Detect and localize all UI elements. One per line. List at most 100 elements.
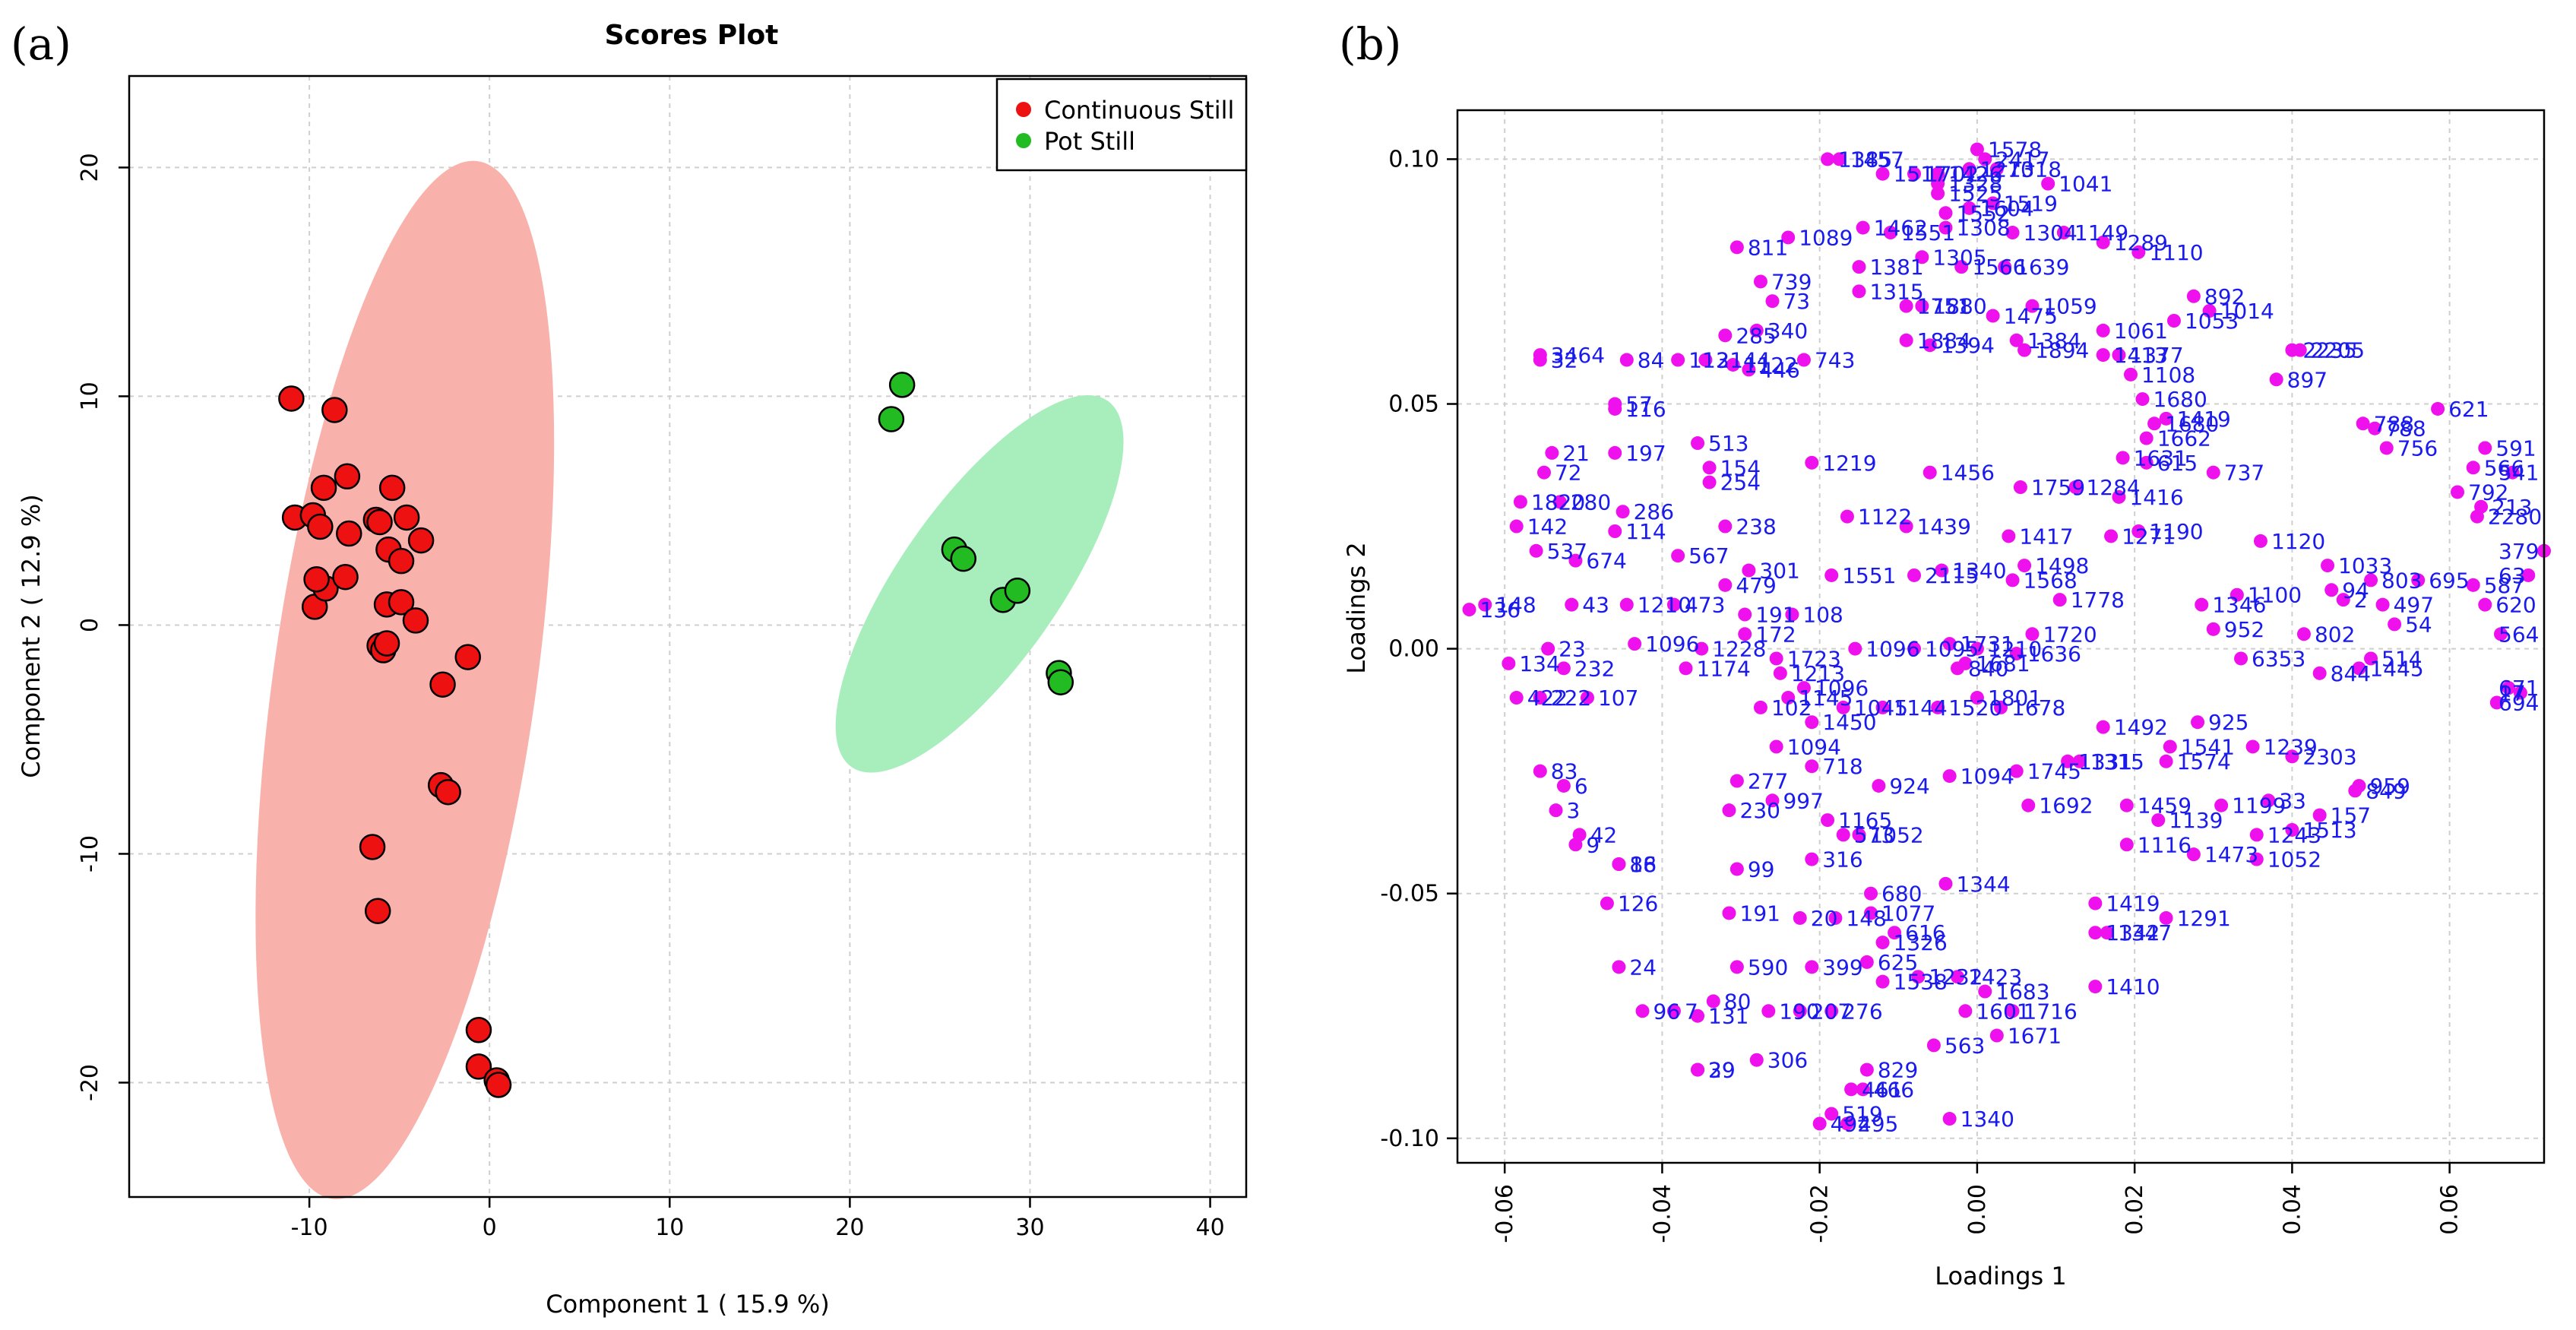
loading-point xyxy=(2513,686,2527,700)
scores-plot-y-axis: -20 -10 0 10 20 xyxy=(77,153,129,1101)
loading-point xyxy=(1907,568,1922,582)
loading-point xyxy=(1840,1116,1854,1131)
loading-label: 621 xyxy=(2448,397,2489,422)
scores-y-tick-label: 0 xyxy=(77,618,103,632)
loadings-y-tick-label: -0.10 xyxy=(1380,1126,1439,1152)
loading-point xyxy=(1600,896,1614,910)
loading-point xyxy=(2234,651,2248,666)
loading-point xyxy=(1509,519,1524,534)
continuous-still-point xyxy=(359,834,386,860)
loading-label: 788 xyxy=(2385,416,2426,442)
loadings-plot-x-label: Loadings 1 xyxy=(1935,1262,2066,1290)
loading-point xyxy=(2131,245,2146,259)
loading-label: 191 xyxy=(1755,603,1796,628)
loading-label: 1144 xyxy=(1894,695,1948,720)
loadings-x-tick-label: 0.04 xyxy=(2279,1184,2305,1235)
loading-point xyxy=(1635,1004,1650,1018)
loading-label: 340 xyxy=(1767,318,1808,344)
loadings-y-tick-label: -0.05 xyxy=(1380,881,1439,907)
scores-plot-x-axis: -10 0 10 20 30 40 xyxy=(291,1197,1225,1241)
loadings-plot-y-label: Loadings 2 xyxy=(1342,542,1371,673)
loadings-x-tick-label: 0.06 xyxy=(2437,1184,2464,1235)
loading-label: 1089 xyxy=(1799,225,1853,250)
loading-label: 1551 xyxy=(1901,220,1955,245)
loading-point xyxy=(1970,691,1984,705)
loadings-y-tick-label: 0.10 xyxy=(1388,146,1439,173)
loading-point xyxy=(1793,910,1807,925)
loading-point xyxy=(1718,578,1733,592)
loading-point xyxy=(1899,519,1913,534)
loading-label: 802 xyxy=(2315,622,2355,647)
loading-point xyxy=(1938,876,1953,891)
loading-point xyxy=(1864,886,1878,901)
loading-point xyxy=(1875,166,1890,181)
loading-label: 743 xyxy=(1815,348,1855,373)
loading-point xyxy=(1761,1004,1776,1018)
loading-label: 7 xyxy=(1685,999,1698,1024)
loading-label: 1122 xyxy=(1744,353,1798,378)
loading-point xyxy=(1729,960,1744,974)
loading-point xyxy=(2096,348,2110,363)
loading-point xyxy=(1698,353,1713,367)
loading-point xyxy=(1765,793,1780,808)
loading-label: 2205 xyxy=(2311,338,2365,363)
loading-label: 1052 xyxy=(1869,822,1923,847)
loadings-x-tick-label: 0.02 xyxy=(2122,1184,2148,1235)
loading-point xyxy=(1568,838,1583,852)
loading-point xyxy=(2119,838,2134,852)
loading-point xyxy=(1840,509,1854,524)
loading-point xyxy=(2505,465,2520,480)
loading-point xyxy=(1502,656,1516,670)
loading-point xyxy=(1616,505,1630,519)
loading-label: 1801 xyxy=(1988,686,2042,711)
continuous-still-point xyxy=(393,504,420,531)
loading-label: 116 xyxy=(1625,397,1666,422)
scores-y-tick-label: 10 xyxy=(77,382,103,410)
loading-point xyxy=(1568,553,1583,568)
loading-point xyxy=(1769,651,1783,666)
loading-point xyxy=(1805,455,1819,470)
loading-label: 1096 xyxy=(1645,632,1699,657)
loading-point xyxy=(1533,691,1547,705)
loading-label: 316 xyxy=(1822,847,1862,872)
loading-point xyxy=(2147,416,2162,431)
loading-point xyxy=(1729,774,1744,788)
loading-point xyxy=(2013,480,2027,495)
loading-point xyxy=(2068,480,2083,495)
loading-label: 1243 xyxy=(2267,822,2321,847)
loading-point xyxy=(1907,641,1922,656)
loading-point xyxy=(1864,906,1878,920)
loading-point xyxy=(1824,568,1839,582)
loading-label: 615 xyxy=(2157,451,2198,476)
loading-point xyxy=(2139,455,2154,470)
loading-label: 892 xyxy=(2204,284,2245,309)
loading-label: 1331 xyxy=(2078,749,2132,774)
loading-label: 148 xyxy=(1846,906,1886,931)
loading-label: 1416 xyxy=(2129,485,2183,510)
loading-point xyxy=(1619,353,1634,367)
continuous-still-point xyxy=(454,644,481,670)
pot-still-point xyxy=(878,406,905,432)
continuous-still-point xyxy=(332,563,359,591)
loading-label: 1450 xyxy=(1822,710,1876,735)
loading-point xyxy=(2364,651,2378,666)
loading-point xyxy=(1796,681,1811,695)
loading-point xyxy=(1781,691,1796,705)
loading-label: 1165 xyxy=(1838,808,1892,833)
loading-point xyxy=(1942,1112,1957,1126)
loading-label: 32 xyxy=(1551,348,1578,373)
scores-x-tick-label: -10 xyxy=(291,1214,328,1241)
loading-label: 1541 xyxy=(2181,734,2235,759)
loading-point xyxy=(1545,445,1559,460)
loading-point xyxy=(1951,970,1965,984)
loading-label: 17 xyxy=(2498,681,2526,706)
loading-label: 671 xyxy=(2498,676,2539,701)
loading-point xyxy=(1666,597,1681,612)
loading-point xyxy=(1899,299,1913,313)
loading-point xyxy=(1942,637,1957,651)
loading-label: 190 xyxy=(1779,999,1819,1024)
loading-label: 446 xyxy=(1759,357,1799,382)
loading-point xyxy=(2119,798,2134,812)
loading-point xyxy=(2096,720,2110,734)
loading-point xyxy=(1812,1116,1827,1131)
